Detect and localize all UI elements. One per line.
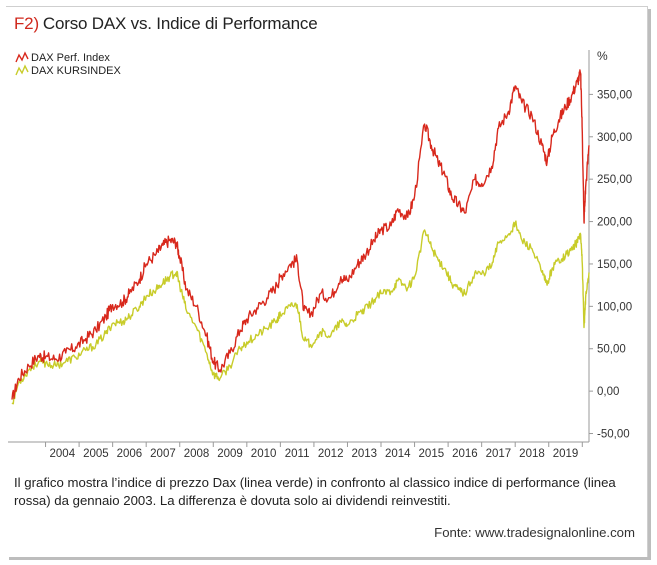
y-tick-label: 0,00 — [597, 386, 619, 398]
legend-swatch-dax-perf — [15, 51, 29, 63]
chart-panel: % -50,00 0,00 50,00 100,00 150,00 200,00 250,00… — [6, 44, 647, 462]
series-line-dax-kurs — [11, 220, 590, 405]
x-tick-label: 2012 — [318, 448, 344, 460]
y-tick-label: 100,00 — [597, 301, 632, 313]
x-tick-label: 2005 — [83, 448, 109, 460]
x-tick-label: 2006 — [117, 448, 143, 460]
x-tick-label: 2016 — [452, 448, 478, 460]
figure-caption: Il grafico mostra l’indice di prezzo Dax… — [14, 475, 616, 508]
y-tick-label: 200,00 — [597, 217, 632, 229]
x-tick-label: 2007 — [150, 448, 176, 460]
x-tick-label: 2015 — [419, 448, 445, 460]
y-tick-label: 250,00 — [597, 174, 632, 186]
series-line-dax-perf — [11, 69, 590, 400]
x-tick-label: 2009 — [217, 448, 243, 460]
x-tick-label: 2011 — [285, 448, 310, 460]
figure-title: F2) Corso DAX vs. Indice di Performance — [14, 14, 318, 34]
figure-title-text: Corso DAX vs. Indice di Performance — [42, 14, 318, 33]
x-tick-label: 2018 — [519, 448, 545, 460]
x-tick-label: 2014 — [385, 448, 411, 460]
figure-prefix: F2) — [14, 14, 39, 33]
y-tick-label: 50,00 — [597, 344, 626, 356]
x-tick-label: 2013 — [351, 448, 377, 460]
x-tick-label: 2010 — [251, 448, 277, 460]
legend-label-dax-kurs: DAX KURSINDEX — [31, 65, 122, 77]
x-tick-label: 2017 — [486, 448, 512, 460]
y-tick-label: 350,00 — [597, 89, 632, 101]
dax-line-chart: % -50,00 0,00 50,00 100,00 150,00 200,00 250,00… — [8, 49, 632, 460]
legend-label-dax-perf: DAX Perf. Index — [31, 52, 110, 64]
x-tick-label: 2019 — [553, 448, 579, 460]
y-tick-label: 300,00 — [597, 132, 632, 144]
figure-source: Fonte: www.tradesignalonline.com — [434, 525, 635, 540]
y-tick-label: 150,00 — [597, 259, 632, 271]
chart-axes: % -50,00 0,00 50,00 100,00 150,00 200,00 250,00… — [8, 49, 632, 460]
x-tick-label: 2008 — [184, 448, 210, 460]
y-tick-label: -50,00 — [597, 429, 630, 441]
x-tick-label: 2004 — [50, 448, 76, 460]
y-axis-unit-label: % — [597, 49, 608, 63]
legend-swatch-dax-kurs — [15, 64, 29, 76]
chart-series — [11, 69, 590, 405]
